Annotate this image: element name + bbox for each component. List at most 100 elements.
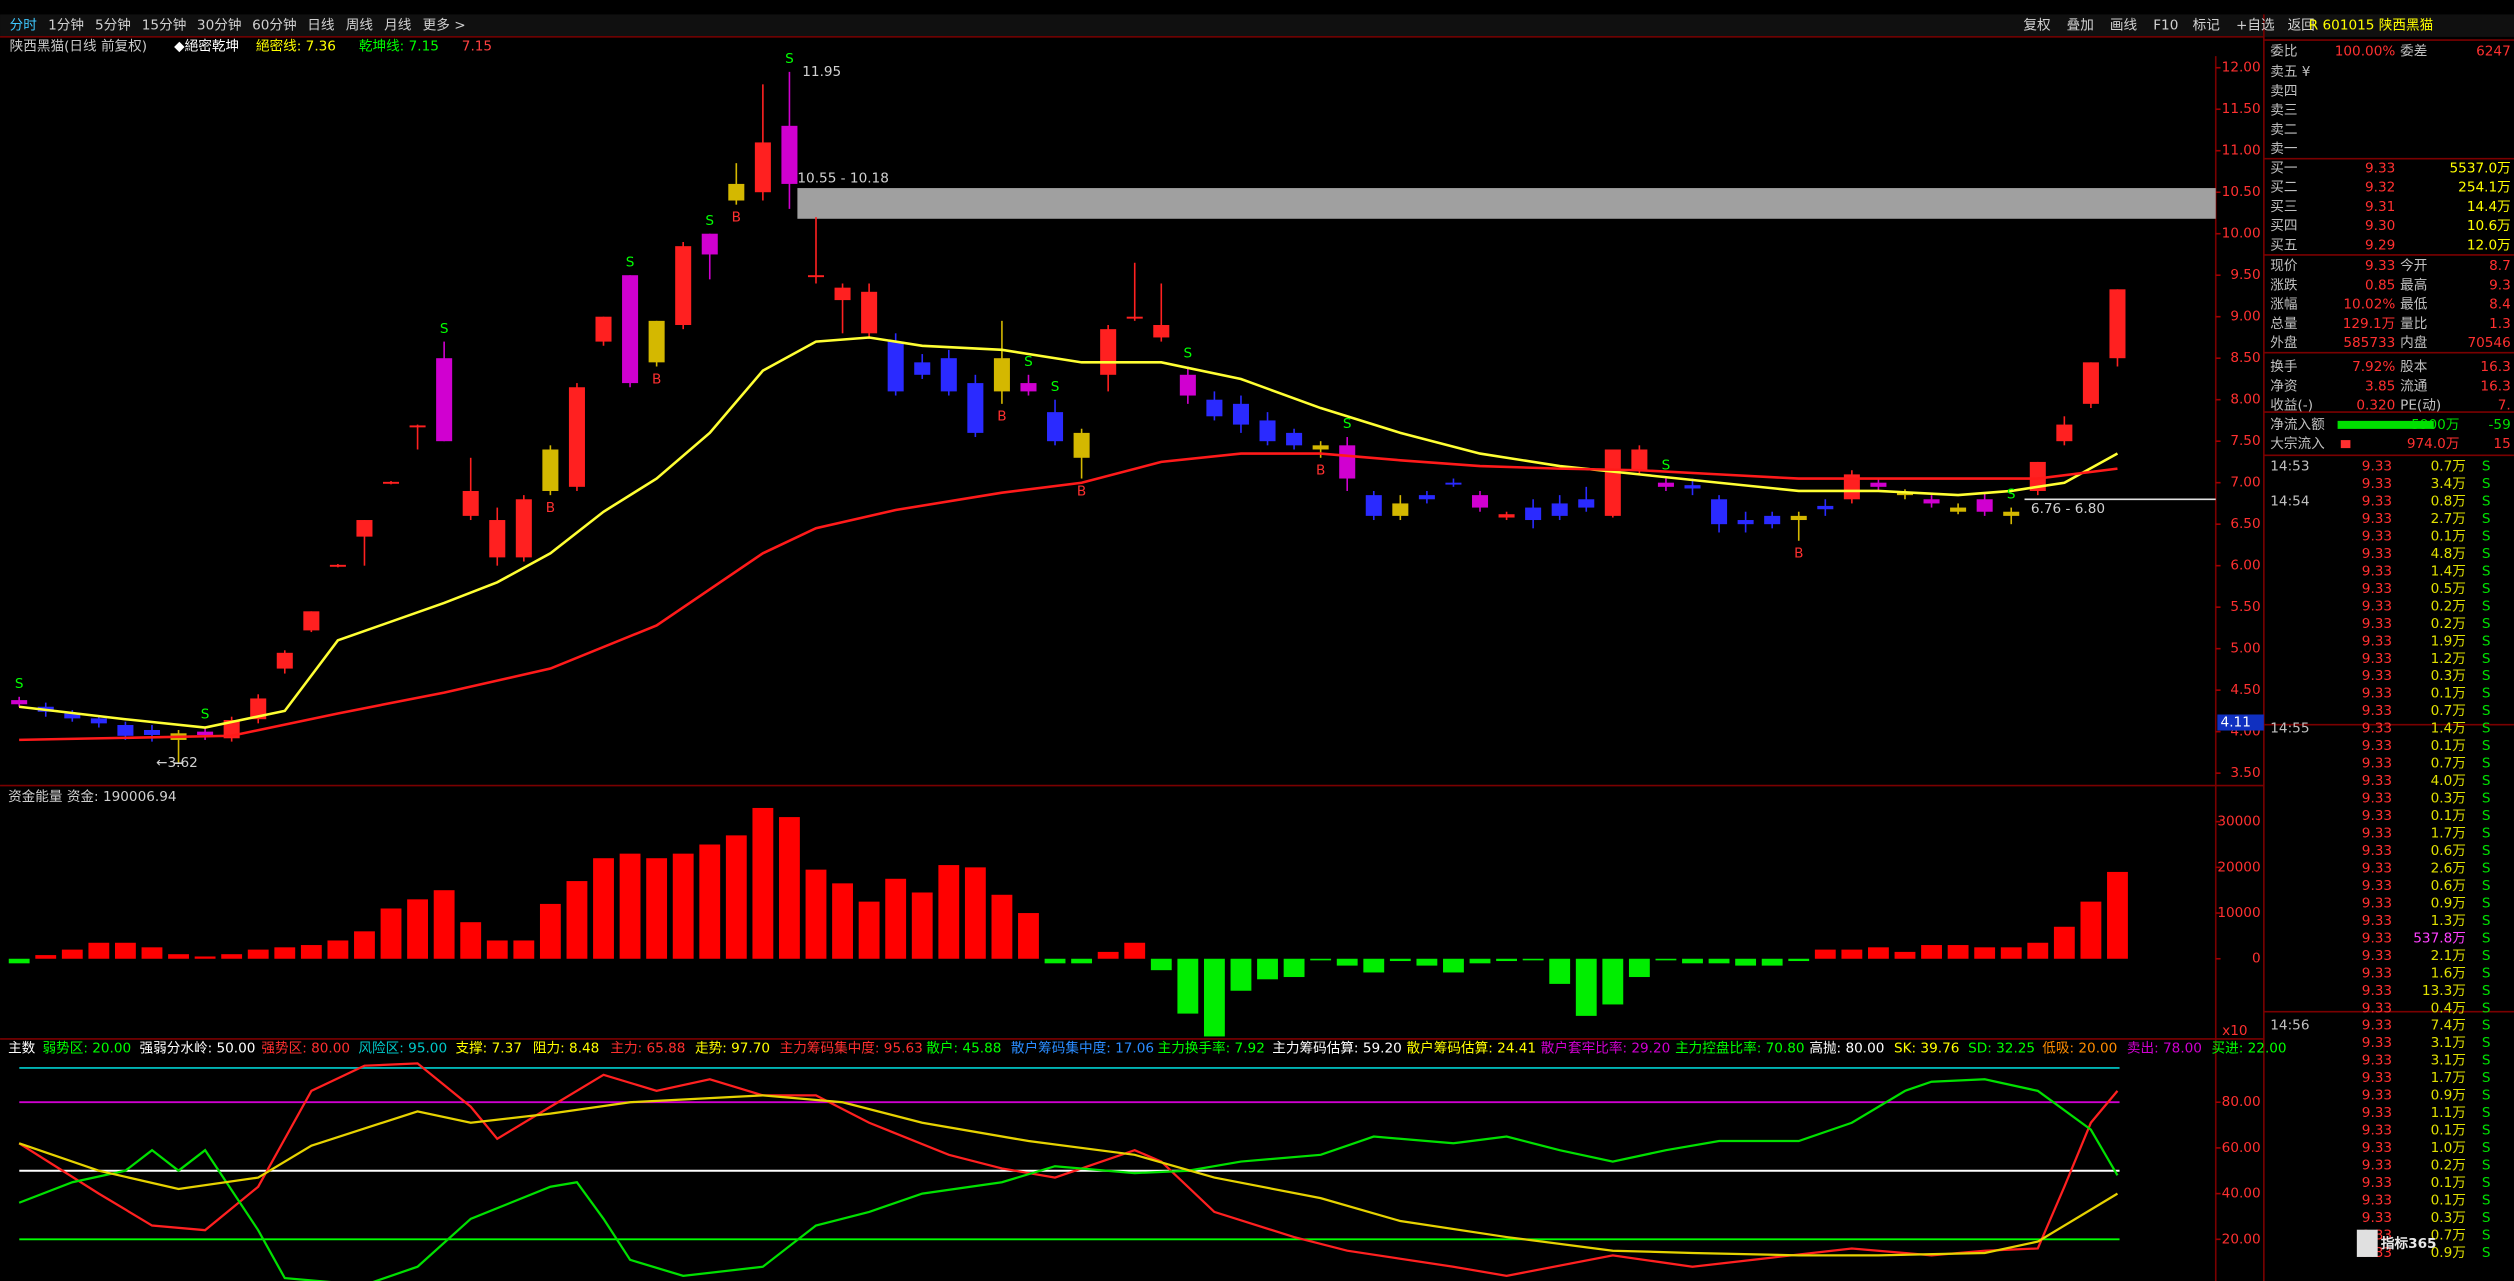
tick-side: S xyxy=(2482,651,2491,667)
y-tick-label: 10.00 xyxy=(2222,226,2261,242)
tick-side: S xyxy=(2482,546,2491,562)
fund-bar xyxy=(593,858,614,959)
tick-price: 9.33 xyxy=(2362,1035,2392,1051)
fund-bar xyxy=(114,942,136,959)
tick-price: 9.33 xyxy=(2362,511,2392,527)
indicator-legend: 弱势区: 20.00 xyxy=(43,1041,132,1057)
buy-price: 9.32 xyxy=(2365,180,2395,196)
tick-price: 9.33 xyxy=(2362,633,2392,649)
tick-price: 9.33 xyxy=(2362,528,2392,544)
fund-bar xyxy=(141,947,163,959)
flow-bar xyxy=(2340,440,2351,449)
indicator-legend: 高抛: 80.00 xyxy=(1809,1040,1884,1057)
flow-value: -59 xyxy=(2489,417,2511,433)
zone-label: 10.55 - 10.18 xyxy=(797,170,889,186)
tick-side: S xyxy=(2482,528,2491,544)
quote-cell: 流通 xyxy=(2400,378,2428,394)
toolbar-button[interactable]: 叠加 xyxy=(2067,18,2094,34)
indicator-legend: 风险区: 95.00 xyxy=(358,1041,447,1057)
quote-cell: 最高 xyxy=(2400,276,2427,293)
tick-volume: 0.3万 xyxy=(2431,791,2466,807)
tick-volume: 1.3万 xyxy=(2431,913,2466,929)
fund-bar xyxy=(1602,958,1624,1005)
toolbar-button[interactable]: 返回 xyxy=(2288,18,2315,34)
tick-price: 9.33 xyxy=(2362,616,2392,632)
tick-side: S xyxy=(2482,738,2491,754)
tick-price: 9.33 xyxy=(2362,493,2392,509)
tick-volume: 1.4万 xyxy=(2431,563,2466,579)
tick-side: S xyxy=(2482,459,2491,475)
fund-bar xyxy=(2107,871,2128,959)
toolbar-button[interactable]: F10 xyxy=(2153,18,2178,34)
y-tick-label: 12.00 xyxy=(2222,60,2261,76)
candle-body xyxy=(11,700,28,705)
tick-volume: 0.3万 xyxy=(2431,1210,2466,1226)
quote-cell: 6247 xyxy=(2476,43,2511,59)
fund-bar xyxy=(1097,951,1119,959)
price-zone xyxy=(797,188,2216,219)
candle-body xyxy=(648,320,665,363)
fund-bar xyxy=(2080,901,2102,959)
buy-volume: 10.6万 xyxy=(2467,218,2511,234)
tick-price: 9.33 xyxy=(2362,1158,2392,1174)
fund-bar xyxy=(61,949,83,959)
candle-body xyxy=(1764,515,1781,525)
signal-label: B xyxy=(1077,483,1086,499)
fund-bar xyxy=(1549,958,1571,984)
tick-side: S xyxy=(2482,808,2491,824)
fund-bar xyxy=(1230,958,1252,991)
fund-bar xyxy=(88,942,110,959)
tick-side: S xyxy=(2482,1140,2491,1156)
fund-bar xyxy=(1283,958,1305,978)
fund-bar xyxy=(885,878,907,959)
quote-cell: 1.3 xyxy=(2489,316,2511,332)
toolbar-button[interactable]: +自选 xyxy=(2236,18,2275,34)
quote-cell: 涨幅 xyxy=(2270,297,2297,313)
candle-body xyxy=(568,387,585,487)
fund-bar xyxy=(1814,949,1836,959)
y-tick-label: 40.00 xyxy=(2222,1186,2261,1202)
tick-price: 9.33 xyxy=(2362,913,2392,929)
fund-bar xyxy=(513,940,535,959)
quote-cell: 9.3 xyxy=(2489,277,2511,293)
tick-side: S xyxy=(2482,563,2491,579)
fund-bar xyxy=(1788,958,1810,962)
tick-price: 9.33 xyxy=(2362,668,2392,684)
indicator-legend: 主数 xyxy=(8,1041,36,1057)
toolbar-button[interactable]: 标记 xyxy=(2193,18,2221,34)
candle-body xyxy=(1737,520,1754,525)
fund-bar xyxy=(1203,958,1225,1037)
fund-bar xyxy=(1496,958,1517,962)
toolbar-button[interactable]: 画线 xyxy=(2110,18,2138,34)
indicator-legend: 主力筹码集中度: 95.63 xyxy=(780,1040,923,1057)
buy-volume: 14.4万 xyxy=(2467,199,2511,215)
y-tick-label: 6.50 xyxy=(2230,516,2260,532)
fund-bar xyxy=(407,899,429,959)
tick-price: 9.33 xyxy=(2362,546,2392,562)
candle-body xyxy=(1312,445,1329,450)
candle-body xyxy=(940,358,957,392)
axis-box-label: 4.11 xyxy=(2221,715,2251,731)
tick-time: 14:54 xyxy=(2270,493,2309,509)
tick-volume: 0.2万 xyxy=(2431,1158,2466,1174)
indicator-legend: 主力控盘比率: 70.80 xyxy=(1675,1040,1805,1057)
signal-label: B xyxy=(1316,463,1325,479)
quote-cell: 委差 xyxy=(2400,43,2427,59)
buy-volume: 5537.0万 xyxy=(2450,160,2511,176)
tick-side: S xyxy=(2482,843,2491,859)
fund-bar xyxy=(964,867,986,959)
quote-cell: 委比 xyxy=(2270,43,2297,59)
fund-bar xyxy=(1735,958,1757,966)
tick-side: S xyxy=(2482,826,2491,842)
candle-body xyxy=(834,287,851,301)
toolbar-button[interactable]: 复权 xyxy=(2023,17,2051,34)
fund-bar xyxy=(1841,949,1863,959)
candle-body xyxy=(409,425,426,428)
candle-body xyxy=(1232,403,1249,425)
candle-body xyxy=(1047,412,1064,442)
candle-body xyxy=(1578,499,1595,508)
tick-price: 9.33 xyxy=(2362,1210,2392,1226)
candle-body xyxy=(1179,374,1196,396)
buy-price: 9.29 xyxy=(2365,237,2395,253)
